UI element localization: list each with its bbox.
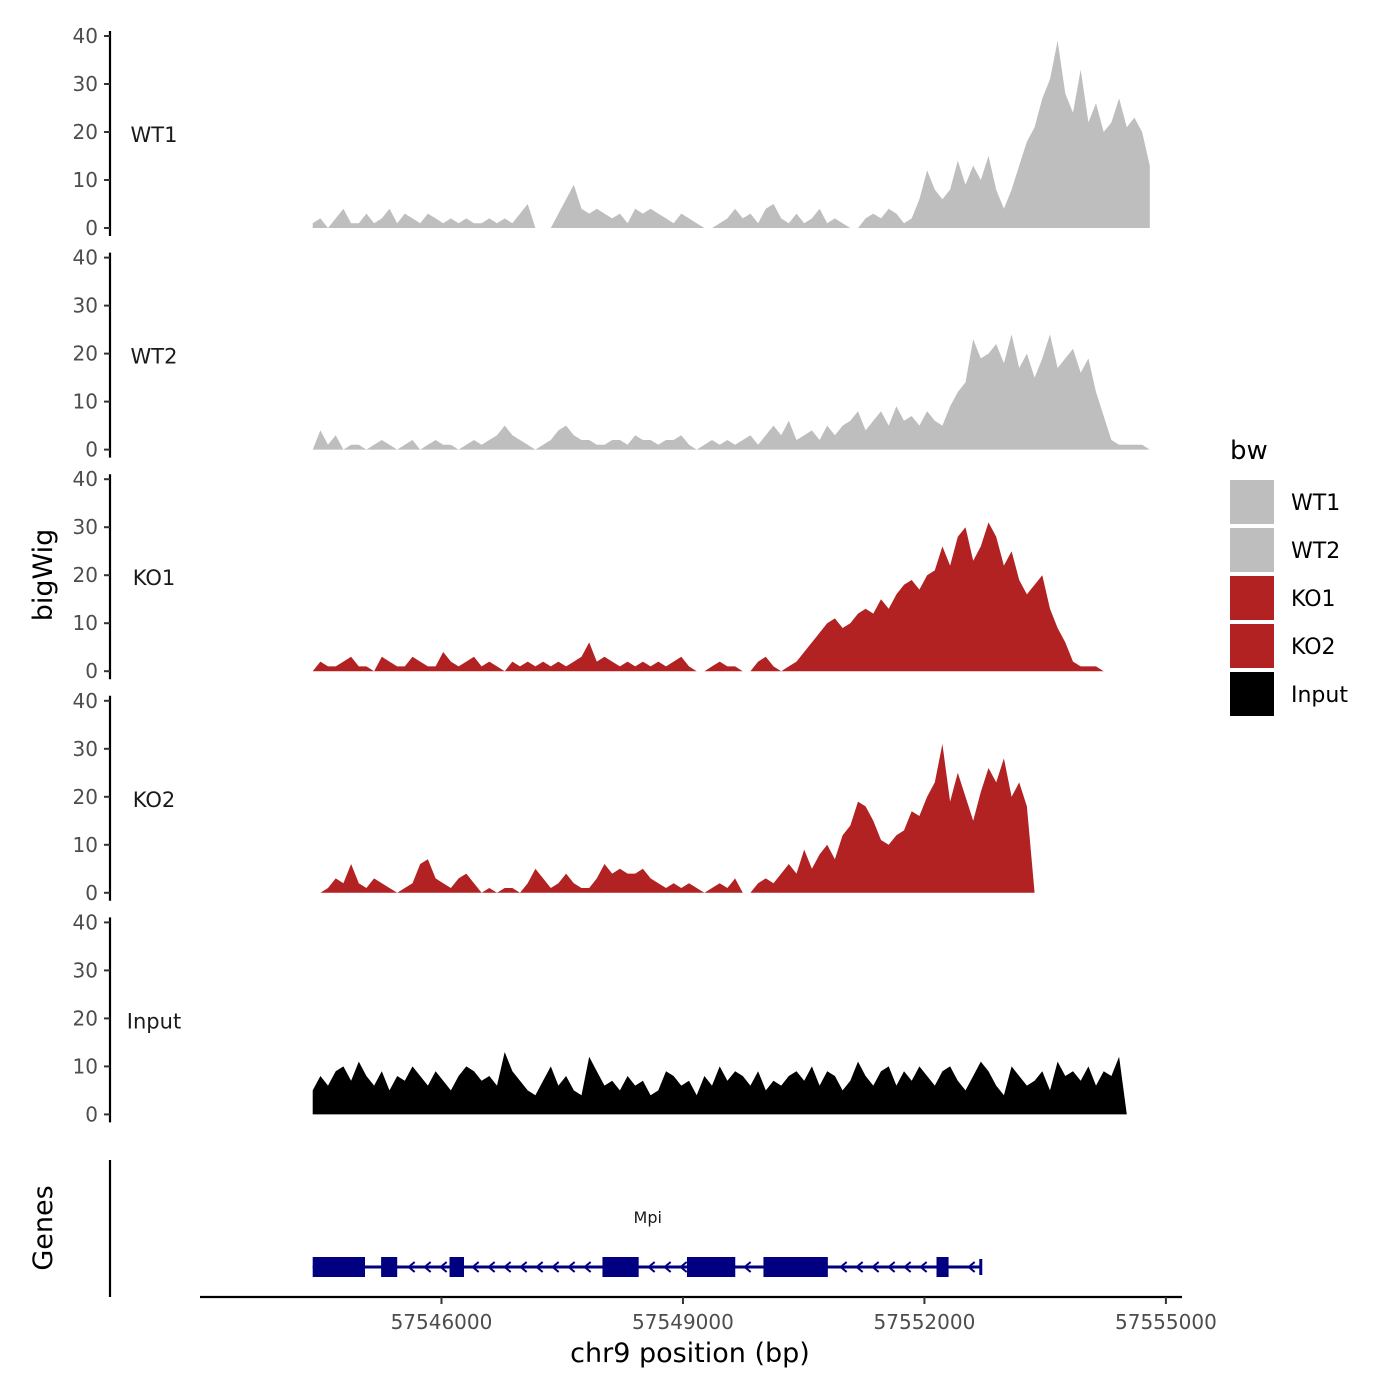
y-tick-label: 30 — [73, 737, 98, 761]
x-tick-label: 57546000 — [391, 1310, 493, 1334]
gene-panel-title: Genes — [28, 1185, 59, 1270]
y-tick-label: 20 — [73, 563, 98, 587]
area-wt2 — [312, 334, 1150, 450]
y-tick-label: 40 — [73, 246, 98, 270]
track-label-ko2: KO2 — [133, 788, 176, 812]
y-tick-label: 30 — [73, 958, 98, 982]
legend-label-ko1: KO1 — [1291, 587, 1336, 612]
strand-arrow — [743, 1261, 752, 1273]
y-tick-label: 40 — [73, 467, 98, 491]
y-tick-label: 10 — [73, 1054, 98, 1078]
legend-label-ko2: KO2 — [1291, 635, 1336, 660]
gene-exon — [602, 1257, 639, 1277]
track-label-wt1: WT1 — [131, 123, 178, 147]
track-label-wt2: WT2 — [131, 345, 178, 369]
y-tick-label: 0 — [85, 881, 98, 905]
strand-arrow — [535, 1261, 544, 1273]
track-ko1: 0 10 20 30 40 KO1 — [73, 467, 1150, 683]
strand-arrow — [487, 1261, 496, 1273]
x-tick-label: 57555000 — [1115, 1310, 1217, 1334]
y-tick-label: 20 — [73, 120, 98, 144]
strand-arrow — [839, 1261, 848, 1273]
track-wt1: 0 10 20 30 40 WT1 — [73, 24, 1150, 240]
track-label-ko1: KO1 — [133, 566, 176, 590]
strand-arrow — [663, 1261, 672, 1273]
y-tick-label: 40 — [73, 24, 98, 48]
strand-arrow — [551, 1261, 560, 1273]
strand-arrow — [503, 1261, 512, 1273]
track-label-input: Input — [127, 1009, 181, 1033]
gene-exon — [381, 1257, 398, 1277]
strand-arrow — [519, 1261, 528, 1273]
y-tick-label: 20 — [73, 785, 98, 809]
legend-label-input: Input — [1291, 683, 1348, 708]
strand-arrow — [679, 1261, 688, 1273]
strand-arrow — [567, 1261, 576, 1273]
y-tick-label: 0 — [85, 216, 98, 240]
y-tick-label: 0 — [85, 438, 98, 462]
strand-arrow — [855, 1261, 864, 1273]
y-tick-label: 40 — [73, 910, 98, 934]
strand-arrow — [407, 1261, 416, 1273]
gene-exon — [449, 1257, 465, 1277]
strand-arrow — [647, 1261, 656, 1273]
legend-swatch-wt1 — [1230, 480, 1274, 524]
y-tick-label: 10 — [73, 168, 98, 192]
gene-exon — [312, 1257, 366, 1277]
y-tick-label: 10 — [73, 390, 98, 414]
legend-swatch-input — [1230, 672, 1274, 716]
strand-arrow — [439, 1261, 448, 1273]
track-input: 0 10 20 30 40 Input — [73, 910, 1150, 1126]
x-tick-label: 57552000 — [874, 1310, 976, 1334]
legend-label-wt2: WT2 — [1291, 539, 1340, 564]
y-tick-label: 30 — [73, 515, 98, 539]
legend-swatch-wt2 — [1230, 528, 1274, 572]
gene-exon — [763, 1257, 828, 1277]
area-ko1 — [312, 522, 1150, 672]
area-ko2 — [312, 744, 1150, 893]
legend-title: bw — [1230, 436, 1268, 466]
y-tick-label: 30 — [73, 72, 98, 96]
x-tick-label: 57549000 — [632, 1310, 734, 1334]
track-ko2: 0 10 20 30 40 KO2 — [73, 689, 1150, 905]
strand-arrow — [423, 1261, 432, 1273]
gene-label: Mpi — [634, 1208, 662, 1227]
gene-exon — [686, 1257, 736, 1277]
y-tick-label: 10 — [73, 611, 98, 635]
legend-swatch-ko2 — [1230, 624, 1274, 668]
coverage-tracks: 0 10 20 30 40 WT1 0 10 20 30 40 WT2 0 10 20 30 40 KO1 0 10 2… — [73, 24, 1150, 1126]
y-axis-title: bigWig — [28, 529, 59, 622]
strand-arrow — [919, 1261, 928, 1273]
gene-exon — [936, 1257, 949, 1277]
gene-mpi: Mpi — [312, 1208, 983, 1277]
y-tick-label: 40 — [73, 689, 98, 713]
x-axis-title: chr9 position (bp) — [570, 1338, 810, 1369]
y-tick-label: 10 — [73, 833, 98, 857]
strand-arrow — [471, 1261, 480, 1273]
legend-swatch-ko1 — [1230, 576, 1274, 620]
y-tick-label: 0 — [85, 659, 98, 683]
y-tick-label: 20 — [73, 342, 98, 366]
legend-label-wt1: WT1 — [1291, 491, 1340, 516]
strand-arrow — [903, 1261, 912, 1273]
gene-panel: Mpi — [108, 1160, 983, 1297]
strand-arrow — [871, 1261, 880, 1273]
strand-arrow — [967, 1261, 976, 1273]
area-input — [312, 1052, 1150, 1115]
y-tick-label: 30 — [73, 294, 98, 318]
strand-arrow — [887, 1261, 896, 1273]
track-wt2: 0 10 20 30 40 WT2 — [73, 246, 1150, 462]
strand-arrow — [583, 1261, 592, 1273]
legend: bw WT1 WT2 KO1 KO2 Input — [1230, 436, 1348, 716]
area-wt1 — [312, 40, 1150, 228]
y-tick-label: 0 — [85, 1102, 98, 1126]
x-axis: 57546000 57549000 57552000 57555000 — [200, 1295, 1217, 1334]
y-tick-label: 20 — [73, 1006, 98, 1030]
